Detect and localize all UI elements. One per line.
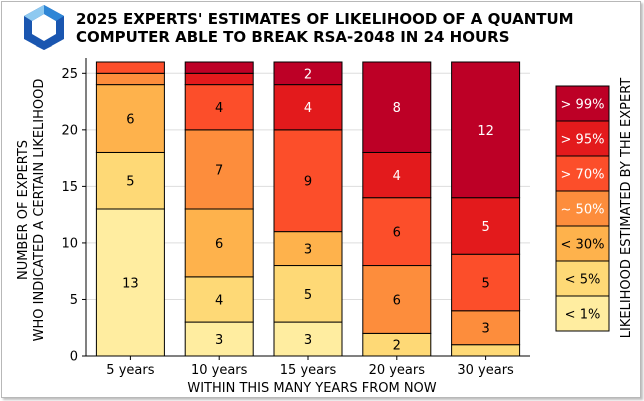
y-tick-label: 5: [70, 293, 78, 308]
y-tick-label: 10: [61, 236, 78, 251]
bar-segment: [273, 84, 343, 131]
bar-stack-4: 2 6 6 4 8: [362, 61, 432, 357]
legend-item: > 70%: [555, 155, 610, 192]
bar-segment: [273, 265, 343, 323]
bar-value-label: 5: [126, 175, 134, 190]
legend-item: > 95%: [555, 120, 610, 157]
bar-value-label: 3: [215, 333, 223, 348]
likelihood-legend: > 99% > 95% > 70% ~ 50% < 30% < 5% < 1%: [555, 85, 610, 332]
legend-title: LIKELIHOOD ESTIMATED BY THE EXPERT: [619, 78, 634, 339]
chart-title-line-1: 2025 EXPERTS' ESTIMATES OF LIKELIHOOD OF…: [76, 10, 574, 28]
bar-segment: [451, 253, 521, 312]
bar-value-label: 3: [304, 243, 312, 258]
bar-value-label: 6: [126, 113, 134, 128]
logo-inner-hexagon: [32, 14, 56, 41]
legend-swatch: [555, 155, 610, 192]
bar-value-label: 5: [481, 220, 489, 235]
legend-label: > 99%: [561, 98, 605, 113]
bar-value-label: 4: [215, 101, 223, 116]
bar-value-label: 3: [304, 333, 312, 348]
y-axis-label-line-2: WHO INDICATED A CERTAIN LIKELIHOOD: [32, 79, 47, 342]
bar-stack-5: 3 5 5 12: [451, 61, 521, 357]
bar-segment: [362, 61, 432, 153]
x-tick-label: 5 years: [106, 363, 154, 378]
bar-stack-2: 3 4 6 7 4: [184, 61, 254, 357]
bar-value-label: 6: [215, 237, 223, 252]
legend-swatch: [555, 120, 610, 157]
bar-segment: [273, 129, 343, 233]
legend-item: < 5%: [555, 260, 610, 297]
bar-segment: [451, 61, 521, 199]
legend-swatch: [555, 295, 610, 332]
bar-value-label: 6: [393, 293, 401, 308]
legend-item: ~ 50%: [555, 190, 610, 227]
legend-label: < 30%: [561, 238, 605, 253]
legend-label: < 1%: [565, 308, 601, 323]
bar-value-label: 5: [304, 288, 312, 303]
y-tick-label: 0: [70, 350, 78, 365]
legend-label: < 5%: [565, 273, 601, 288]
legend-item: > 99%: [555, 85, 610, 122]
legend-item: < 30%: [555, 225, 610, 262]
x-axis-label: WITHIN THIS MANY YEARS FROM NOW: [187, 381, 436, 396]
legend-label: > 70%: [561, 168, 605, 183]
logo-left-face: [24, 5, 44, 21]
bar-segment: [362, 151, 432, 199]
bar-value-label: 12: [477, 124, 494, 139]
x-tick-label: 10 years: [191, 363, 248, 378]
bar-segment: [184, 276, 254, 323]
x-tick-label: 30 years: [457, 363, 514, 378]
bar-value-label: 6: [393, 226, 401, 241]
bar-segment: [184, 208, 254, 278]
y-tick-label: 25: [61, 67, 78, 82]
bar-value-label: 7: [215, 163, 223, 178]
bar-value-label: 5: [481, 277, 489, 292]
bar-value-label: 8: [393, 101, 401, 116]
bar-segment: [451, 197, 521, 255]
bar-value-label: 4: [393, 169, 401, 184]
bar-segment: [273, 231, 343, 267]
legend-label: ~ 50%: [561, 203, 605, 218]
bar-value-label: 9: [304, 175, 312, 190]
bar-value-label: 2: [304, 67, 312, 82]
quantum-cube-logo: [24, 5, 64, 50]
logo-top-face: [44, 5, 64, 21]
y-axis-label-line-1: NUMBER OF EXPERTS: [16, 140, 31, 280]
bar-stack-3: 3 5 3 9 4 2: [273, 61, 343, 357]
bar-value-label: 3: [481, 322, 489, 337]
bar-segment: [95, 61, 165, 74]
y-tick-label: 20: [61, 123, 78, 138]
bar-segment: [184, 72, 254, 86]
bar-stack-1: 13 5 6: [95, 61, 165, 357]
x-axis: 5 years 10 years 15 years 20 years 30 years: [86, 355, 530, 378]
bar-value-label: 13: [122, 277, 139, 292]
bar-value-label: 4: [215, 293, 223, 308]
y-axis: 0 5 10 15 20 25: [61, 58, 87, 365]
bar-value-label: 2: [393, 339, 401, 354]
bar-value-label: 4: [304, 101, 312, 116]
legend-label: > 95%: [561, 133, 605, 148]
x-tick-label: 20 years: [369, 363, 426, 378]
x-tick-label: 15 years: [280, 363, 337, 378]
bar-segment: [184, 84, 254, 131]
bar-segment: [362, 265, 432, 334]
chart-title-line-2: COMPUTER ABLE TO BREAK RSA-2048 IN 24 HO…: [76, 28, 510, 46]
bar-segment: [184, 129, 254, 210]
bar-segment: [184, 61, 254, 74]
bar-segment: [273, 61, 343, 86]
bar-segment: [451, 344, 521, 357]
logo-bottom-notch: [36, 41, 52, 50]
y-tick-label: 15: [61, 180, 78, 195]
bar-segment: [451, 310, 521, 346]
legend-swatch: [555, 85, 610, 122]
legend-item: < 1%: [555, 295, 610, 332]
bar-stacks: 13 5 6 3 4 6 7 4 3 5 3 9 4 2 2 6 6 4 8 3 5 5 12: [95, 61, 521, 357]
bar-segment: [95, 72, 165, 86]
